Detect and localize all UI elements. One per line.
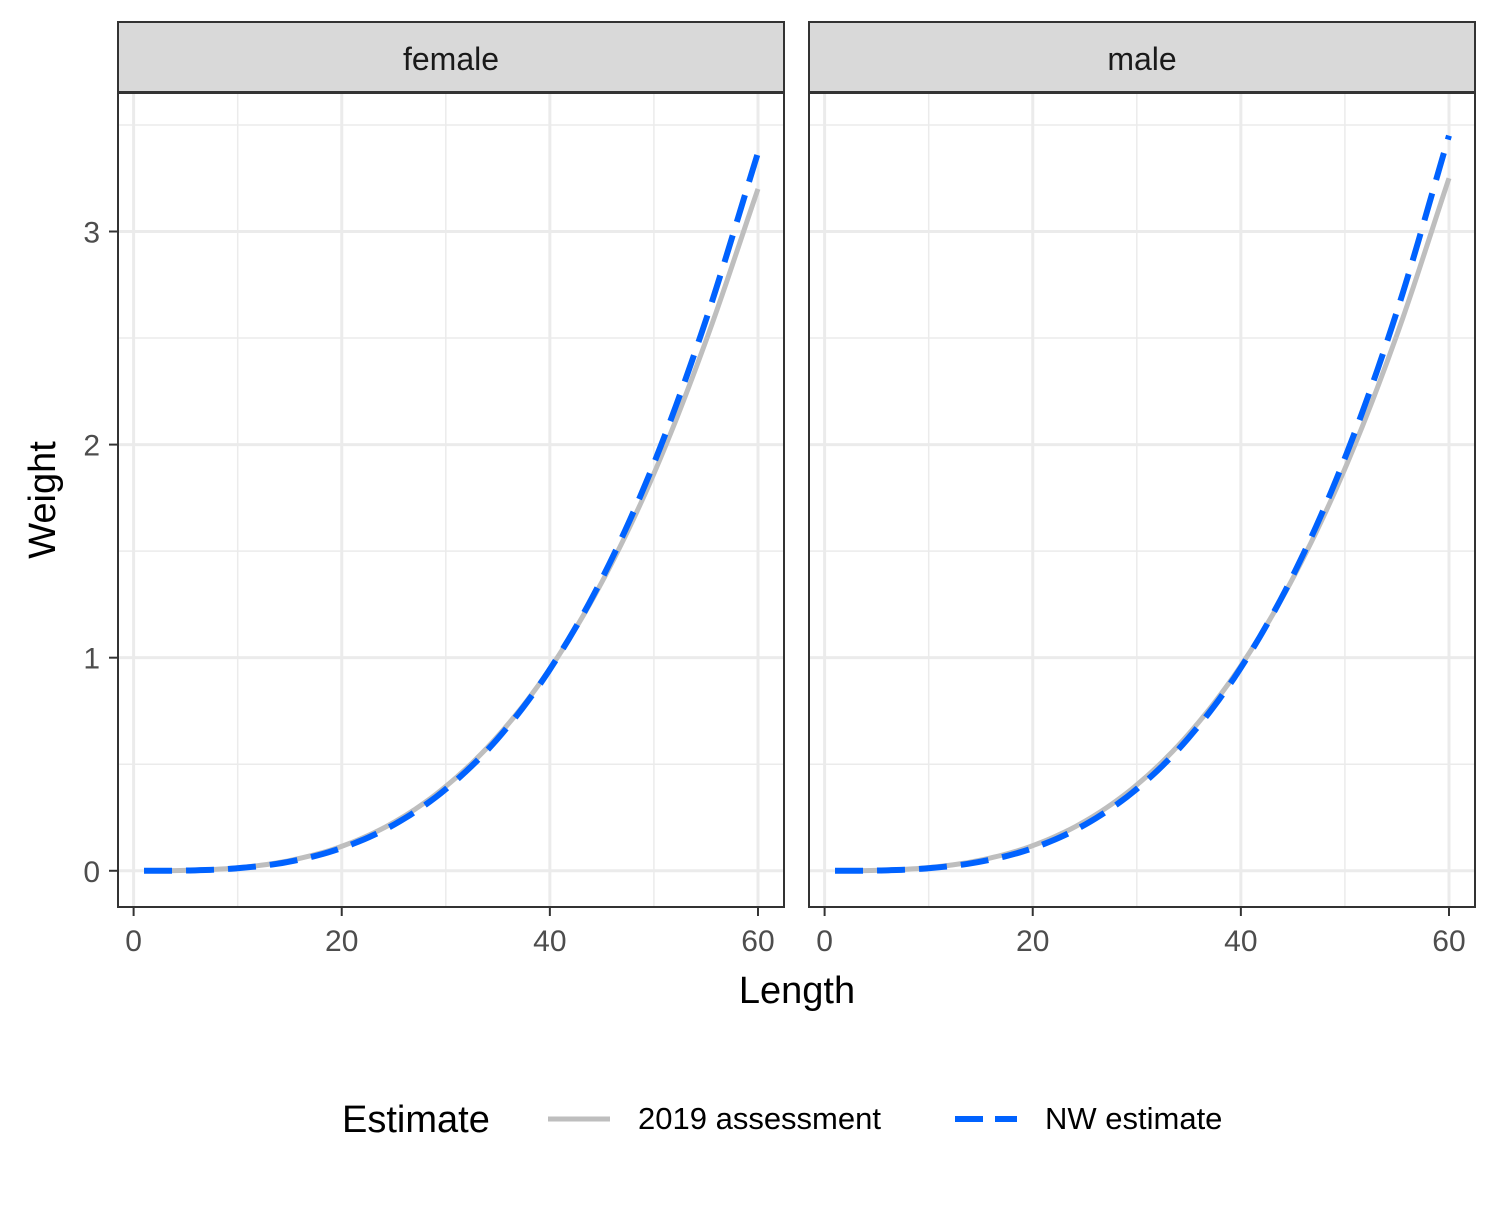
- panel-border: [808, 92, 1476, 908]
- panel-male: male 0 20 40 60: [808, 21, 1476, 958]
- panel-background: [118, 93, 784, 907]
- y-tick-label: 0: [83, 856, 100, 889]
- facet-strip: [808, 21, 1476, 93]
- x-tick-label: 40: [1224, 925, 1257, 958]
- x-tick-label: 60: [1432, 925, 1465, 958]
- legend: Estimate 2019 assessment NW estimate: [342, 1099, 1222, 1141]
- panels-group: female 0 20 40 60 0 1 2 3 male 0 20 40 60: [83, 21, 1476, 958]
- legend-title: Estimate: [342, 1099, 490, 1141]
- facet-strip-label: female: [403, 41, 499, 77]
- x-tick-label: 40: [533, 925, 566, 958]
- x-tick-label: 20: [1016, 925, 1049, 958]
- x-tick-label: 20: [325, 925, 358, 958]
- legend-item: NW estimate: [955, 1101, 1222, 1136]
- legend-label: 2019 assessment: [638, 1101, 881, 1136]
- gridlines: [809, 93, 1475, 907]
- legend-items: 2019 assessment NW estimate: [548, 1101, 1222, 1136]
- series-line-nw-estimate: [835, 134, 1452, 874]
- legend-label: NW estimate: [1045, 1101, 1222, 1136]
- panel-border: [117, 92, 785, 908]
- panel-female: female 0 20 40 60 0 1 2 3: [83, 21, 785, 958]
- y-tick-label: 2: [83, 430, 100, 463]
- panel-background: [809, 93, 1475, 907]
- gridlines: [118, 93, 784, 907]
- x-tick-label: 0: [125, 925, 142, 958]
- series-line-nw-estimate: [144, 151, 761, 874]
- facet-strip-label: male: [1107, 41, 1176, 77]
- x-tick-label: 0: [816, 925, 833, 958]
- y-axis-title: Weight: [22, 441, 64, 559]
- facet-strip: [117, 21, 785, 93]
- legend-item: 2019 assessment: [548, 1101, 881, 1136]
- y-tick-label: 1: [83, 643, 100, 676]
- x-tick-label: 60: [741, 925, 774, 958]
- x-axis-title: Length: [739, 970, 855, 1012]
- y-tick-label: 3: [83, 217, 100, 250]
